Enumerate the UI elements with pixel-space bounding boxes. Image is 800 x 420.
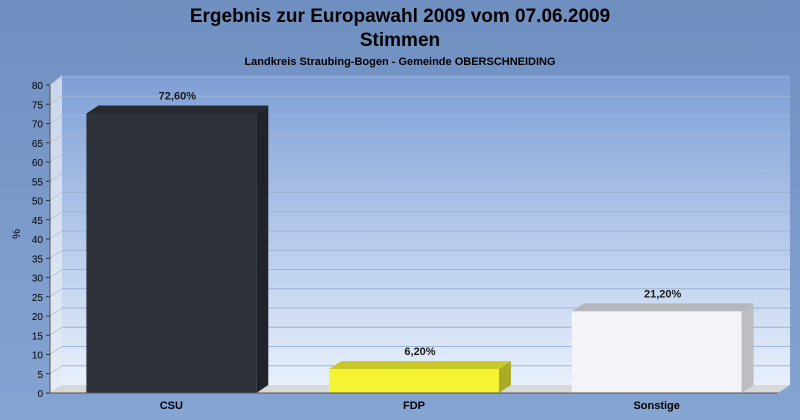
y-tick-label: 0 bbox=[37, 389, 43, 400]
gridline-wall bbox=[49, 365, 63, 375]
y-tick-label: 30 bbox=[32, 274, 44, 285]
chart-title: Ergebnis zur Europawahl 2009 vom 07.06.2… bbox=[190, 6, 610, 27]
x-tick-label: CSU bbox=[160, 400, 183, 412]
bar-front-face bbox=[571, 311, 742, 393]
chart-title-line2: Stimmen bbox=[360, 30, 440, 51]
bar-value-label: 72,60% bbox=[159, 90, 197, 102]
gridline-wall bbox=[49, 192, 63, 201]
gridline-wall bbox=[49, 95, 63, 105]
gridline-wall bbox=[49, 249, 63, 259]
gridline-wall bbox=[49, 346, 63, 355]
gridline-wall bbox=[49, 153, 63, 163]
y-tick-label: 25 bbox=[32, 293, 44, 304]
y-tick-label: 20 bbox=[32, 312, 44, 323]
chart-subtitle: Landkreis Straubing-Bogen - Gemeinde OBE… bbox=[244, 56, 555, 68]
gridline-wall bbox=[49, 76, 63, 86]
y-tick-label: 45 bbox=[32, 216, 44, 227]
bar-front-face bbox=[86, 113, 257, 394]
bar-value-label: 21,20% bbox=[644, 288, 682, 300]
gridline-wall bbox=[49, 172, 63, 182]
gridline-wall bbox=[49, 326, 63, 336]
bar-front-face bbox=[329, 369, 499, 393]
gridline-wall bbox=[49, 211, 63, 221]
x-tick-label: Sonstige bbox=[633, 400, 679, 412]
y-tick-label: 10 bbox=[32, 351, 44, 362]
gridline-wall bbox=[49, 230, 63, 240]
y-tick-label: 5 bbox=[37, 370, 43, 381]
bar-top-face bbox=[329, 361, 511, 370]
y-tick-label: 65 bbox=[32, 139, 44, 150]
y-tick-label: 15 bbox=[32, 331, 44, 342]
gridline-wall bbox=[49, 134, 63, 144]
y-tick-label: 35 bbox=[32, 254, 44, 265]
y-tick-label: 55 bbox=[32, 177, 44, 188]
y-tick-label: 50 bbox=[32, 197, 44, 208]
x-tick-label: FDP bbox=[403, 400, 425, 412]
gridline-wall bbox=[49, 115, 63, 124]
bar-sonstige: 21,20% bbox=[571, 288, 754, 393]
x-axis: CSU FDP Sonstige bbox=[50, 392, 778, 412]
y-tick-label: 75 bbox=[32, 100, 44, 111]
bar-side-face bbox=[741, 303, 754, 393]
gridline-wall bbox=[49, 288, 63, 298]
gridline-wall bbox=[49, 269, 63, 278]
y-tick-label: 70 bbox=[32, 120, 44, 131]
y-axis: 0 5 10 15 20 25 30 35 40 45 50 55 60 65 70 75 80 bbox=[32, 81, 51, 400]
y-tick-label: 80 bbox=[32, 81, 44, 92]
bar-csu: 72,60% bbox=[86, 90, 269, 394]
bar-top-face bbox=[571, 303, 754, 312]
bar-side-face bbox=[498, 361, 511, 393]
y-tick-label: 60 bbox=[32, 158, 44, 169]
bar-side-face bbox=[256, 105, 269, 394]
bar-fdp: 6,20% bbox=[329, 346, 511, 393]
bar-top-face bbox=[86, 105, 269, 114]
y-tick-label: 40 bbox=[32, 235, 44, 246]
bar-value-label: 6,20% bbox=[404, 346, 435, 358]
gridline-wall bbox=[49, 307, 63, 317]
y-axis-label: % bbox=[11, 229, 23, 239]
